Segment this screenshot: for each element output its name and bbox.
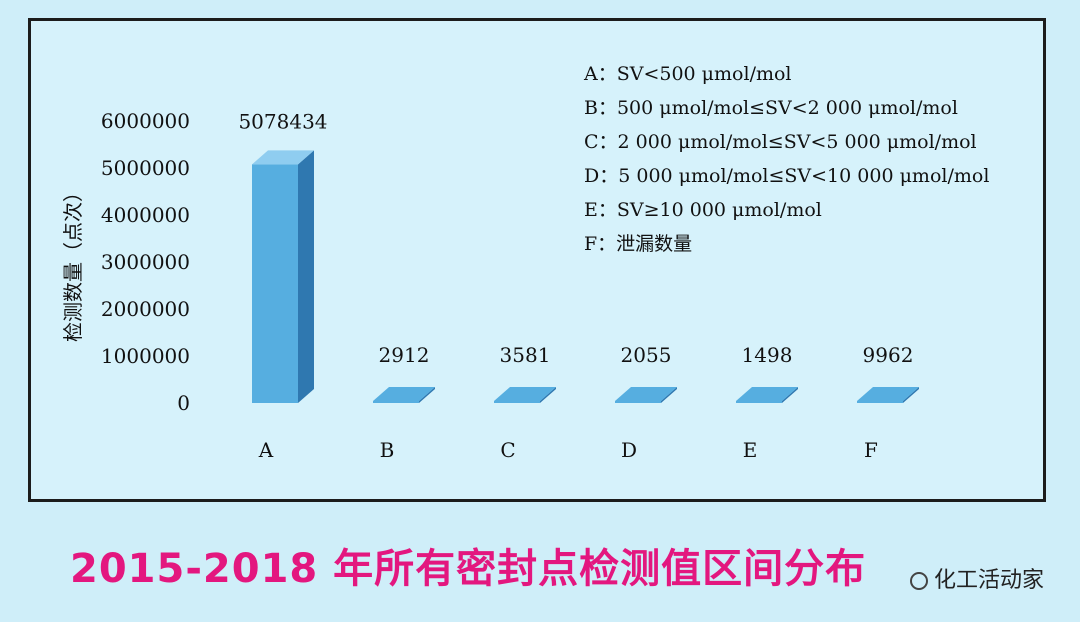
bar-top <box>252 150 314 165</box>
legend-item: F：泄漏数量 <box>584 233 692 255</box>
legend-item: A：SV<500 μmol/mol <box>583 63 792 85</box>
bar-front <box>857 401 903 403</box>
y-tick-label: 1000000 <box>101 344 190 368</box>
x-tick-label: C <box>500 438 515 462</box>
bar-front <box>373 401 419 403</box>
bar-side <box>782 387 798 403</box>
bar-a: 5078434 A <box>238 109 327 462</box>
bar-front <box>736 401 782 403</box>
bar-d: 2055 D <box>615 343 677 462</box>
y-tick-label: 6000000 <box>101 109 190 133</box>
watermark: 化工活动家 <box>909 562 1044 594</box>
bar-value-label: 2055 <box>621 343 672 367</box>
y-axis-label: 检测数量（点次） <box>61 182 85 342</box>
bar-side <box>540 387 556 403</box>
y-tick-label: 3000000 <box>101 250 190 274</box>
bar-front <box>615 401 661 403</box>
bar-top <box>373 387 435 401</box>
bar-top <box>736 387 798 401</box>
legend-item: E：SV≥10 000 μmol/mol <box>584 199 822 221</box>
x-tick-label: F <box>864 438 878 462</box>
y-tick-label: 5000000 <box>101 156 190 180</box>
chart-caption: 2015-2018 年所有密封点检测值区间分布 <box>70 546 867 592</box>
y-tick-label: 0 <box>177 391 190 415</box>
bar-side <box>661 387 677 403</box>
bar-value-label: 3581 <box>500 343 551 367</box>
bar-value-label: 9962 <box>863 343 914 367</box>
bar-side <box>419 387 435 403</box>
bar-front <box>252 164 298 403</box>
bar-c: 3581 C <box>494 343 556 462</box>
wechat-icon <box>909 572 928 590</box>
x-tick-label: E <box>743 438 758 462</box>
x-tick-label: D <box>621 438 637 462</box>
bar-top <box>615 387 677 401</box>
bar-e: 1498 E <box>736 343 798 462</box>
y-tick-label: 4000000 <box>101 203 190 227</box>
y-tick-label: 2000000 <box>101 297 190 321</box>
x-tick-label: B <box>380 438 395 462</box>
bar-f: 9962 F <box>857 343 919 462</box>
bar-value-label: 5078434 <box>238 109 327 133</box>
legend-item: D：5 000 μmol/mol≤SV<10 000 μmol/mol <box>584 165 989 187</box>
bar-value-label: 1498 <box>742 343 793 367</box>
bar-side <box>298 150 314 403</box>
bar-top <box>857 387 919 401</box>
bar-top <box>494 387 556 401</box>
bar-side <box>903 387 919 403</box>
bar-b: 2912 B <box>373 343 435 462</box>
watermark-text: 化工活动家 <box>933 568 1044 593</box>
legend-item: C：2 000 μmol/mol≤SV<5 000 μmol/mol <box>584 131 977 153</box>
bar-front <box>494 401 540 403</box>
x-tick-label: A <box>258 438 274 462</box>
bar-value-label: 2912 <box>379 343 430 367</box>
legend-item: B：500 μmol/mol≤SV<2 000 μmol/mol <box>584 97 958 119</box>
chart-frame <box>28 18 1046 502</box>
